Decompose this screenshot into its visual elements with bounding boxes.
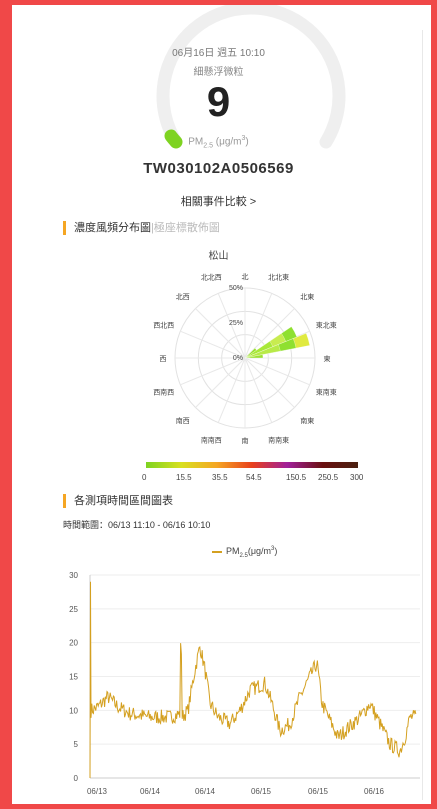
rose-direction-label: 南南東 [268, 435, 289, 444]
rose-direction-label: 北北西 [201, 274, 222, 282]
rose-spoke [244, 293, 273, 359]
related-events-link[interactable]: 相關事件比較 > [180, 196, 257, 208]
y-tick-label: 10 [69, 706, 78, 715]
chart-legend[interactable]: PM2.5(μg/m3) [212, 546, 277, 559]
y-tick-label: 15 [69, 673, 78, 682]
pm25-time-chart: 0 5 10 15 20 25 30 06/13 06/14 06/14 06/15 06/15 06/… [69, 571, 420, 796]
x-tick-label: 06/14 [140, 787, 161, 796]
rose-direction-label: 北東 [300, 292, 314, 301]
y-tick-label: 30 [69, 571, 78, 580]
color-scale-bar [146, 462, 358, 468]
scale-label: 250.5 [318, 473, 339, 482]
rose-section-title: 濃度風頻分布圖|極座標散佈圖 [63, 221, 220, 235]
rose-petal [244, 344, 281, 359]
rose-ring-label: 50% [229, 285, 243, 292]
legend-label: PM2.5(μg/m3) [226, 546, 278, 559]
rose-direction-label: 西南西 [153, 388, 174, 397]
chart-section-title: 各測項時間區間圖表 [63, 494, 173, 508]
x-tick-label: 06/16 [364, 787, 385, 796]
rose-spoke [217, 357, 246, 423]
station-id: TW030102A0506569 [143, 160, 294, 177]
y-tick-label: 5 [74, 740, 79, 749]
y-tick-label: 20 [69, 639, 78, 648]
rose-spoke [180, 330, 246, 359]
pollutant-value: 9 [206, 78, 231, 125]
x-tick-label: 06/15 [251, 787, 272, 796]
rose-direction-label: 北西 [176, 293, 190, 301]
rose-direction-label: 東北東 [316, 320, 337, 329]
rose-ring-label: 0% [233, 355, 243, 362]
rose-direction-label: 南 [242, 436, 249, 445]
rose-station-name: 松山 [208, 251, 229, 262]
rose-direction-label: 北北東 [268, 273, 289, 282]
x-tick-label: 06/15 [308, 787, 329, 796]
rose-petal [244, 354, 264, 359]
scale-label: 15.5 [176, 473, 192, 482]
rose-spoke [244, 357, 273, 423]
rose-direction-label: 北 [242, 273, 249, 281]
legend-swatch [212, 550, 222, 553]
scale-label: 150.5 [286, 473, 307, 482]
tab-polar-scatter[interactable]: 極座標散佈圖 [153, 222, 220, 234]
rose-direction-label: 南南西 [201, 435, 222, 444]
y-tick-label: 0 [74, 774, 79, 783]
rose-spoke [180, 357, 246, 386]
rose-ring-label: 25% [229, 320, 243, 327]
gauge-level-arc [164, 129, 183, 149]
rose-direction-label: 西 [160, 355, 167, 363]
rose-direction-label: 西北西 [153, 321, 174, 329]
time-range-label: 時間範圍：06/13 11:10 - 06/16 10:10 [63, 520, 211, 530]
pollutant-name: 細懸浮微粒 [193, 67, 244, 78]
rose-petal [244, 347, 257, 359]
aqi-gauge [156, 1, 346, 149]
scale-label: 35.5 [212, 473, 228, 482]
pollutant-unit: PM2.5 (μg/m3) [188, 135, 249, 150]
rose-direction-label: 南東 [300, 416, 314, 425]
rose-spoke [217, 293, 246, 359]
concentration-color-scale [146, 462, 358, 468]
rose-direction-label: 東南東 [316, 388, 337, 397]
panel-divider [422, 30, 423, 800]
x-tick-label: 06/13 [87, 787, 108, 796]
scale-label: 300 [350, 473, 364, 482]
rose-direction-label: 南西 [176, 416, 190, 425]
x-tick-label: 06/14 [195, 787, 216, 796]
scale-label: 54.5 [246, 473, 262, 482]
y-tick-label: 25 [69, 605, 78, 614]
pm25-series-line [89, 581, 417, 779]
tab-concentration-rose[interactable]: 濃度風頻分布圖 [74, 222, 151, 234]
rose-spoke [244, 357, 295, 408]
rose-spoke [244, 357, 310, 386]
gauge-datetime: 06月16日 週五 10:10 [172, 48, 265, 59]
scale-label: 0 [142, 473, 147, 482]
rose-spoke [195, 308, 246, 359]
rose-direction-label: 東 [324, 354, 331, 363]
rose-spoke [195, 357, 246, 408]
